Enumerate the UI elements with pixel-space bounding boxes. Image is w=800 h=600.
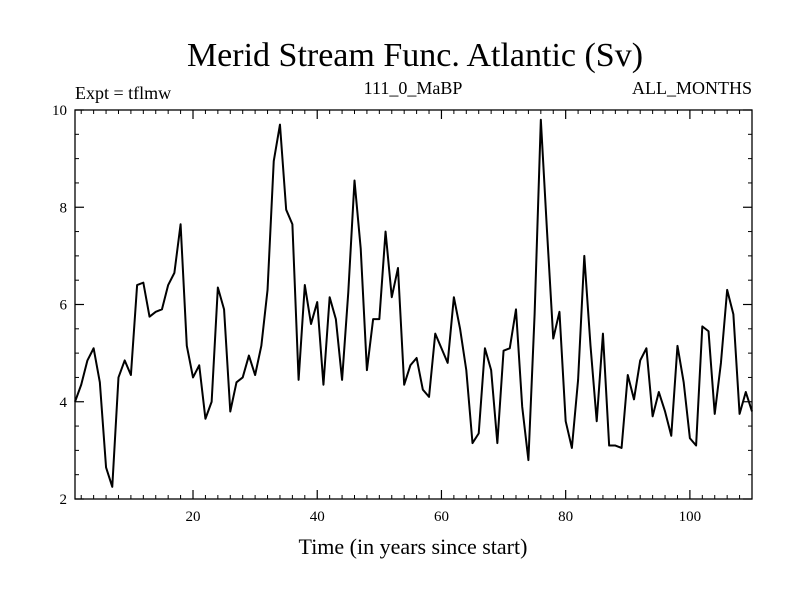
axis-ticks bbox=[75, 109, 753, 500]
y-tick-label: 4 bbox=[60, 395, 68, 411]
x-axis-label: Time (in years since start) bbox=[299, 534, 528, 559]
x-tick-label: 60 bbox=[434, 509, 449, 525]
series-group bbox=[74, 118, 753, 488]
y-tick-label: 8 bbox=[60, 200, 68, 216]
subtitle-left: Expt = tflmw bbox=[75, 83, 171, 103]
series-line bbox=[74, 118, 753, 488]
y-tick-label: 10 bbox=[52, 103, 67, 119]
subtitle-center: 111_0_MaBP bbox=[364, 78, 463, 98]
y-tick-label: 6 bbox=[60, 298, 68, 314]
x-tick-label: 20 bbox=[186, 509, 201, 525]
x-tick-label: 80 bbox=[558, 509, 573, 525]
axis-tick-labels: 20 40 60 80 100 2 4 6 8 10 bbox=[52, 103, 701, 525]
subtitle-right: ALL_MONTHS bbox=[632, 78, 752, 98]
plot-frame bbox=[74, 109, 753, 500]
x-tick-label: 40 bbox=[310, 509, 325, 525]
chart-title: Merid Stream Func. Atlantic (Sv) bbox=[187, 37, 643, 74]
y-tick-label: 2 bbox=[60, 492, 68, 508]
x-tick-label: 100 bbox=[679, 509, 702, 525]
